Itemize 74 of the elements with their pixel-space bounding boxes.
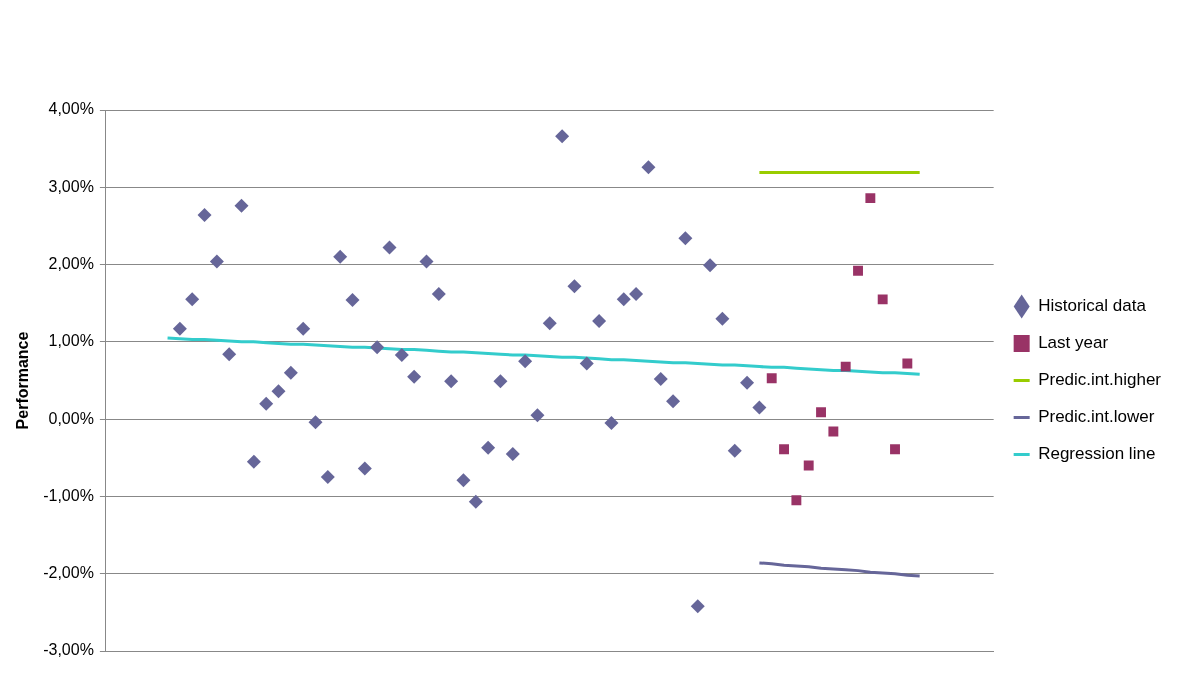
point — [828, 426, 839, 437]
point — [740, 375, 755, 390]
point — [222, 347, 237, 362]
point — [357, 461, 372, 476]
y-tick-label: 3,00% — [48, 177, 94, 195]
point — [481, 440, 496, 455]
legend-label: Last year — [1038, 333, 1109, 353]
point — [703, 258, 718, 273]
point — [592, 313, 607, 328]
point — [752, 400, 767, 415]
point — [345, 293, 360, 308]
point — [456, 473, 471, 488]
point — [234, 198, 249, 213]
point — [816, 407, 826, 418]
y-tick-label: 4,00% — [48, 100, 94, 118]
legend-label: Historical data — [1038, 296, 1147, 316]
point — [468, 494, 483, 509]
point — [530, 408, 545, 423]
point — [567, 279, 582, 294]
point — [877, 294, 888, 305]
legend-label: Predic.int.higher — [1038, 370, 1162, 390]
point — [505, 446, 520, 461]
point — [283, 365, 298, 380]
y-axis-title: Performance — [14, 331, 32, 430]
point — [840, 361, 851, 372]
point — [616, 292, 631, 307]
point — [370, 340, 385, 355]
y-tick-label: -3,00% — [43, 641, 94, 659]
point — [518, 354, 533, 369]
y-tick-label: -1,00% — [43, 486, 94, 504]
point — [678, 231, 693, 246]
point — [419, 254, 434, 269]
point — [296, 321, 311, 336]
point — [172, 321, 187, 336]
point — [382, 240, 397, 255]
point — [333, 249, 348, 264]
point — [690, 599, 705, 614]
point — [444, 374, 459, 389]
point — [902, 358, 913, 369]
point — [779, 444, 789, 455]
point — [320, 470, 335, 485]
point — [197, 208, 212, 223]
point — [407, 369, 422, 384]
point — [853, 265, 863, 276]
point — [431, 286, 446, 301]
y-tick-label: 0,00% — [48, 409, 94, 427]
point — [791, 495, 802, 506]
point — [604, 416, 619, 431]
point — [493, 374, 508, 389]
point — [542, 316, 557, 331]
y-tick-label: -2,00% — [43, 564, 94, 582]
point — [641, 160, 656, 175]
point — [653, 371, 668, 386]
point — [890, 444, 900, 455]
point — [555, 129, 570, 144]
legend-label: Regression line — [1038, 444, 1156, 464]
point — [666, 394, 681, 409]
point — [246, 454, 261, 469]
point — [308, 415, 323, 430]
y-tick-label: 1,00% — [48, 332, 94, 350]
point — [803, 460, 814, 471]
point — [629, 286, 644, 301]
point — [865, 193, 876, 204]
y-tick-label: 2,00% — [48, 254, 94, 272]
point — [766, 373, 777, 384]
point — [209, 254, 224, 269]
point — [259, 396, 274, 411]
point — [185, 292, 200, 307]
point — [727, 443, 742, 458]
point — [579, 356, 594, 371]
point — [394, 348, 409, 362]
point — [715, 311, 730, 326]
point — [271, 384, 286, 399]
legend-label: Predic.int.lower — [1038, 407, 1155, 427]
